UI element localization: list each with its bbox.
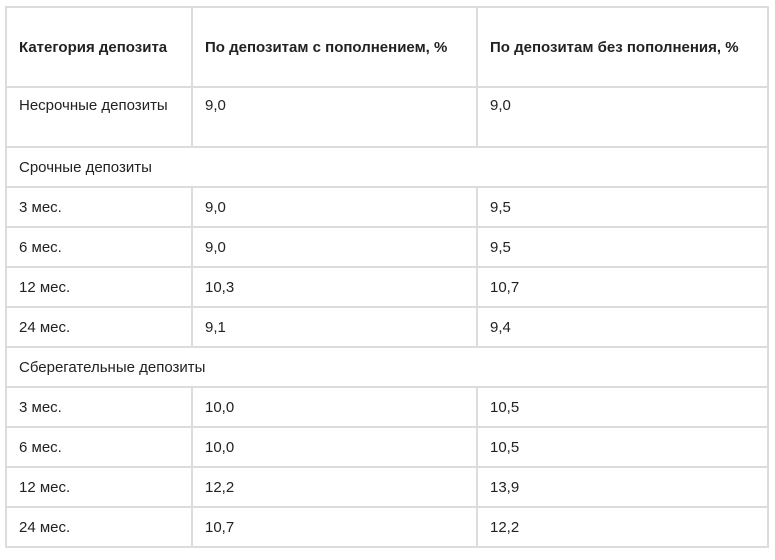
cell-without-replenishment: 9,5: [476, 186, 769, 228]
table-row: 3 мес. 10,0 10,5: [5, 386, 769, 428]
table-row: 24 мес. 10,7 12,2: [5, 506, 769, 548]
section-label: Сберегательные депозиты: [5, 346, 769, 388]
cell-category: 3 мес.: [5, 386, 193, 428]
cell-category: 12 мес.: [5, 266, 193, 308]
cell-with-replenishment: 10,0: [191, 426, 478, 468]
cell-without-replenishment: 10,7: [476, 266, 769, 308]
table-body: Несрочные депозиты 9,0 9,0 Срочные депоз…: [5, 86, 769, 548]
cell-category: 6 мес.: [5, 426, 193, 468]
cell-with-replenishment: 12,2: [191, 466, 478, 508]
table-row: 6 мес. 10,0 10,5: [5, 426, 769, 468]
header-category: Категория депозита: [5, 6, 193, 88]
cell-category: 12 мес.: [5, 466, 193, 508]
cell-without-replenishment: 10,5: [476, 386, 769, 428]
header-without-replenishment: По депозитам без пополнения, %: [476, 6, 769, 88]
cell-category: Несрочные депозиты: [5, 86, 193, 148]
cell-with-replenishment: 10,0: [191, 386, 478, 428]
cell-with-replenishment: 10,3: [191, 266, 478, 308]
cell-with-replenishment: 10,7: [191, 506, 478, 548]
section-label: Срочные депозиты: [5, 146, 769, 188]
cell-category: 3 мес.: [5, 186, 193, 228]
header-row: Категория депозита По депозитам с пополн…: [5, 6, 769, 88]
deposit-rates-table: Категория депозита По депозитам с пополн…: [5, 6, 769, 548]
cell-with-replenishment: 9,0: [191, 226, 478, 268]
cell-category: 24 мес.: [5, 506, 193, 548]
cell-with-replenishment: 9,1: [191, 306, 478, 348]
section-row: Сберегательные депозиты: [5, 346, 769, 388]
table-row: 3 мес. 9,0 9,5: [5, 186, 769, 228]
table-row: 12 мес. 12,2 13,9: [5, 466, 769, 508]
cell-without-replenishment: 9,5: [476, 226, 769, 268]
table-row: 6 мес. 9,0 9,5: [5, 226, 769, 268]
cell-with-replenishment: 9,0: [191, 186, 478, 228]
cell-category: 24 мес.: [5, 306, 193, 348]
table-row: 12 мес. 10,3 10,7: [5, 266, 769, 308]
table-header: Категория депозита По депозитам с пополн…: [5, 6, 769, 88]
cell-without-replenishment: 9,4: [476, 306, 769, 348]
table-row: 24 мес. 9,1 9,4: [5, 306, 769, 348]
cell-without-replenishment: 10,5: [476, 426, 769, 468]
cell-category: 6 мес.: [5, 226, 193, 268]
deposit-rates-table-container: Категория депозита По депозитам с пополн…: [5, 6, 769, 548]
section-row: Срочные депозиты: [5, 146, 769, 188]
cell-with-replenishment: 9,0: [191, 86, 478, 148]
cell-without-replenishment: 12,2: [476, 506, 769, 548]
table-row: Несрочные депозиты 9,0 9,0: [5, 86, 769, 148]
cell-without-replenishment: 9,0: [476, 86, 769, 148]
header-with-replenishment: По депозитам с пополнением, %: [191, 6, 478, 88]
cell-without-replenishment: 13,9: [476, 466, 769, 508]
